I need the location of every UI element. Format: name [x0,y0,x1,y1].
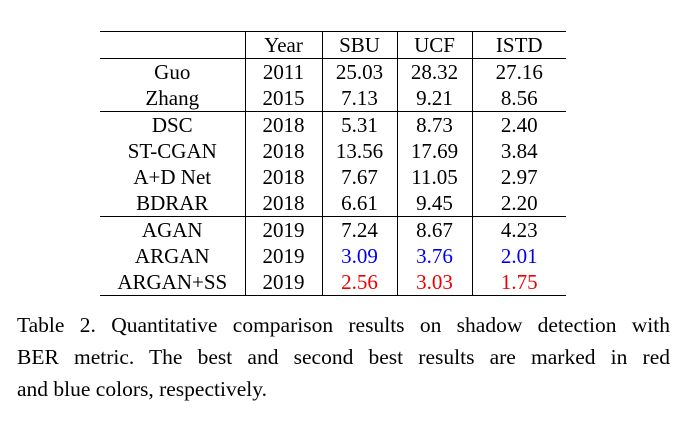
table-row: Zhang 2015 7.13 9.21 8.56 [100,85,566,112]
header-istd: ISTD [495,32,543,57]
table-caption: Table 2. Quantitative comparison results… [17,309,670,405]
table-header-row: Year SBU UCF ISTD [100,31,566,59]
cell-year: 2015 [245,85,323,112]
cell-method: Guo [100,58,246,85]
cell-istd-second-best: 2.01 [500,243,538,268]
cell-sbu: 13.56 [322,138,398,164]
cell-ucf-second-best: 3.76 [397,243,473,269]
cell-istd: 4.23 [500,217,538,242]
cell-method: Zhang [100,85,246,112]
cell-ucf: 8.67 [397,216,473,243]
cell-year: 2018 [245,111,323,138]
cell-year: 2018 [245,138,323,164]
cell-sbu: 7.24 [322,216,398,243]
cell-ucf: 9.21 [397,85,473,112]
caption-line: Table 2. Quantitative comparison results… [17,313,670,337]
cell-year: 2019 [245,243,323,269]
table-row: DSC 2018 5.31 8.73 2.40 [100,111,566,138]
cell-ucf: 17.69 [397,138,473,164]
table-row: A+D Net 2018 7.67 11.05 2.97 [100,164,566,190]
table-row: AGAN 2019 7.24 8.67 4.23 [100,216,566,243]
header-sbu: SBU [322,31,398,59]
table-row: Guo 2011 25.03 28.32 27.16 [100,58,566,85]
table-group-traditional: Guo 2011 25.03 28.32 27.16 Zhang 2015 7.… [100,58,566,112]
table-group-gan-2019: AGAN 2019 7.24 8.67 4.23 ARGAN 2019 3.09… [100,216,566,296]
cell-sbu-best: 2.56 [322,269,398,296]
cell-year: 2019 [245,269,323,296]
cell-year: 2019 [245,216,323,243]
header-year: Year [245,31,323,59]
cell-istd: 27.16 [495,59,543,84]
cell-sbu: 7.13 [322,85,398,112]
results-table: Year SBU UCF ISTD Guo 2011 25.03 28.32 2… [100,31,566,296]
cell-ucf-best: 3.03 [397,269,473,296]
cell-sbu-second-best: 3.09 [322,243,398,269]
cell-sbu: 25.03 [322,58,398,85]
caption-line: BER metric. The best and second best res… [17,345,670,369]
table-row: ARGAN 2019 3.09 3.76 2.01 [100,243,566,269]
cell-istd: 2.40 [500,112,538,137]
cell-method: AGAN [100,216,246,243]
header-ucf: UCF [397,31,473,59]
table-group-deep-2018: DSC 2018 5.31 8.73 2.40 ST-CGAN 2018 13.… [100,111,566,217]
cell-sbu: 5.31 [322,111,398,138]
cell-istd-best: 1.75 [500,269,538,294]
cell-method: ARGAN [100,243,246,269]
table-row: ST-CGAN 2018 13.56 17.69 3.84 [100,138,566,164]
cell-method: A+D Net [100,164,246,190]
cell-method: ARGAN+SS [100,269,246,296]
cell-year: 2018 [245,164,323,190]
caption-line: and blue colors, respectively. [17,377,267,401]
cell-ucf: 11.05 [397,164,473,190]
cell-method: DSC [100,111,246,138]
cell-ucf: 9.45 [397,190,473,217]
cell-year: 2018 [245,190,323,217]
cell-istd: 8.56 [500,85,538,110]
header-method [100,31,246,59]
cell-method: ST-CGAN [100,138,246,164]
cell-istd: 2.97 [500,164,538,189]
table-row: ARGAN+SS 2019 2.56 3.03 1.75 [100,269,566,296]
cell-istd: 2.20 [500,190,538,215]
cell-year: 2011 [245,58,323,85]
cell-method: BDRAR [100,190,246,217]
cell-sbu: 6.61 [322,190,398,217]
cell-ucf: 8.73 [397,111,473,138]
cell-ucf: 28.32 [397,58,473,85]
cell-sbu: 7.67 [322,164,398,190]
table-row: BDRAR 2018 6.61 9.45 2.20 [100,190,566,217]
cell-istd: 3.84 [500,138,538,163]
